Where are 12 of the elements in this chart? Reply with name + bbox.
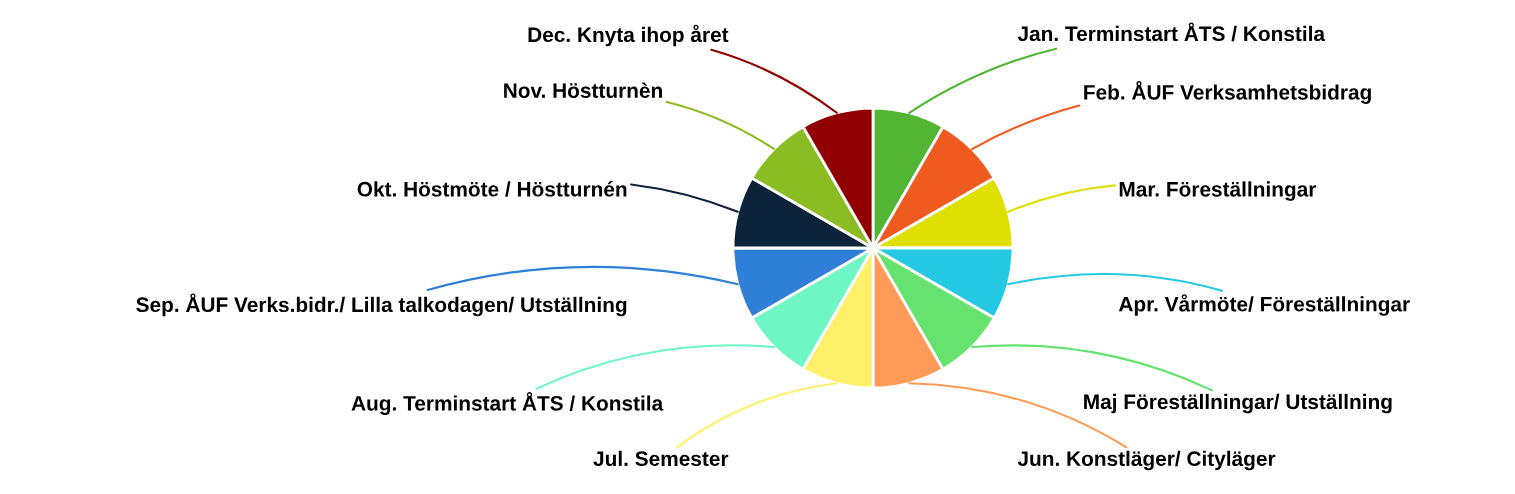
slice-label: Apr. Vårmöte/ Föreställningar	[1118, 294, 1410, 316]
slice-label: Maj Föreställningar/ Utställning	[1084, 393, 1392, 414]
slice-label: Aug. Terminstart ÅTS / Konstila	[351, 392, 664, 415]
slice-label: Sep. ÅUF Verks.bidr./ Lilla talkodagen/ Utställning	[136, 293, 627, 317]
slice-label: Okt. Höstmöte / Höstturnén	[357, 181, 627, 197]
slice-label: Feb. ÅUF Verksamhetsbidrag	[1084, 81, 1371, 104]
slice-label: Nov. Höstturnèn	[504, 82, 662, 98]
slice-label: Dec. Knyta ihop året	[528, 24, 729, 47]
slice-label: Mar. Föreställningar	[1119, 181, 1317, 201]
slice-label: Jul. Semester	[593, 450, 729, 467]
slice-label: Jan. Terminstart ÅTS / Konstila	[1017, 22, 1326, 42]
slice-label: Jun. Konstläger/ Cityläger	[1017, 450, 1276, 471]
